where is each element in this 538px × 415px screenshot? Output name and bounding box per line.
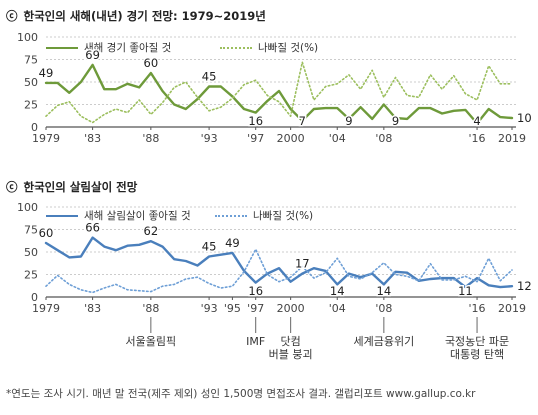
chart1-y-tick-label: 0 [31, 121, 38, 134]
chart1-x-tick-label: '16 [469, 132, 486, 145]
chart1-y-tick-label: 50 [24, 76, 38, 89]
chart1-x-tick-label: '88 [142, 132, 159, 145]
chart2-annotation-label: 서울올림픽 [126, 335, 177, 348]
chart2-data-label: 16 [248, 284, 263, 298]
chart2-x-tick-label: '83 [84, 302, 101, 315]
chart2-data-label: 62 [144, 224, 159, 238]
chart1-y-tick-label: 25 [24, 99, 38, 112]
footnote: *연도는 조사 시기. 매년 말 전국(제주 제외) 성인 1,500명 면접조… [6, 388, 476, 400]
legend-swatch-dotted [215, 214, 247, 217]
chart1-data-label: 10 [517, 111, 532, 125]
chart1-y-tick-label: 75 [24, 54, 38, 67]
chart2-data-label: 17 [295, 257, 310, 271]
chart2-y-tick-label: 0 [31, 291, 38, 304]
chart2-title: ⓒ 한국인의 살림살이 전망 [6, 180, 138, 194]
economy-outlook-chart: 0 25 50 75 100 1979 '83 '88 '93 '97 2000 '04 '08 '16 2… [17, 31, 533, 145]
chart2-series-bad-line [45, 248, 513, 294]
chart2-x-tick-label: 2019 [498, 302, 526, 315]
chart2-x-tick-label: 1979 [32, 302, 60, 315]
chart1-title: ⓒ 한국인의 새해(내년) 경기 전망: 1979~2019년 [6, 9, 266, 23]
chart2-data-label: 66 [85, 221, 100, 235]
chart1-y-tick-label: 100 [17, 31, 38, 44]
chart2-legend-bad: 나빠질 것(%) [215, 208, 313, 223]
chart1-series-good-line [44, 63, 514, 125]
chart1-x-tick-label: '04 [329, 132, 346, 145]
chart1-legend-good: 새해 경기 좋아질 것 [46, 40, 171, 55]
chart2-x-tick-label: '04 [329, 302, 346, 315]
chart2-data-label: 12 [517, 279, 532, 293]
chart1-series-bad-line [45, 61, 513, 124]
chart2-data-label: 11 [458, 284, 473, 298]
chart2-data-label: 14 [377, 284, 392, 298]
chart2-x-tick-label: '97 [247, 302, 264, 315]
chart2-annotation-label: 국정농단 파문 [445, 335, 509, 348]
chart1-data-label: 45 [202, 70, 217, 84]
chart2-annotation-label: 닷컴 [281, 335, 301, 348]
chart1-x-tick-label: '08 [375, 132, 392, 145]
chart2-series-good-line [44, 236, 514, 289]
chart2-x-tick-label: '16 [469, 302, 486, 315]
chart2-data-label: 14 [330, 284, 345, 298]
chart2-data-label: 60 [39, 226, 54, 240]
chart1-x-tick-label: '83 [84, 132, 101, 145]
legend-swatch-solid [46, 214, 78, 217]
chart1-data-label: 60 [144, 56, 159, 70]
legend-swatch-dotted [220, 46, 252, 49]
chart1-x-tick-label: 2000 [277, 132, 305, 145]
chart2-x-tick-label: '93 [201, 302, 218, 315]
chart2-y-tick-label: 100 [17, 201, 38, 214]
chart2-x-tick-label: '95 [224, 302, 241, 315]
chart2-annotation-label: 버블 붕괴 [269, 348, 313, 361]
chart1-x-tick-label: 1979 [32, 132, 60, 145]
chart2-data-label: 45 [202, 240, 217, 254]
chart1-x-tick-label: '93 [201, 132, 218, 145]
chart1-x-tick-label: '97 [247, 132, 264, 145]
chart2-legend-good: 새해 살림살이 좋아질 것 [46, 208, 191, 223]
chart2-x-tick-label: '08 [375, 302, 392, 315]
chart2-x-tick-label: 2000 [277, 302, 305, 315]
chart2-annotation-label: 세계금융위기 [353, 335, 414, 348]
legend-swatch-solid [46, 46, 78, 49]
chart1-legend-bad: 나빠질 것(%) [220, 40, 318, 55]
chart2-y-tick-label: 75 [24, 224, 38, 237]
chart1-x-tick-label: 2019 [498, 132, 526, 145]
chart2-y-tick-label: 50 [24, 246, 38, 259]
chart2-annotation-label: 대통령 탄핵 [450, 348, 504, 361]
chart1-data-label: 4 [473, 114, 480, 128]
chart1-data-label: 16 [248, 114, 263, 128]
chart1-data-label: 49 [39, 66, 54, 80]
chart1-data-label: 7 [299, 114, 306, 128]
chart1-data-label: 9 [392, 114, 399, 128]
chart1-data-label: 9 [345, 114, 352, 128]
chart1-data-label: 69 [85, 48, 100, 62]
chart2-annotation-label: IMF [246, 335, 265, 348]
chart2-data-label: 49 [225, 236, 240, 250]
chart2-x-tick-label: '88 [142, 302, 159, 315]
chart2-y-tick-label: 25 [24, 269, 38, 282]
